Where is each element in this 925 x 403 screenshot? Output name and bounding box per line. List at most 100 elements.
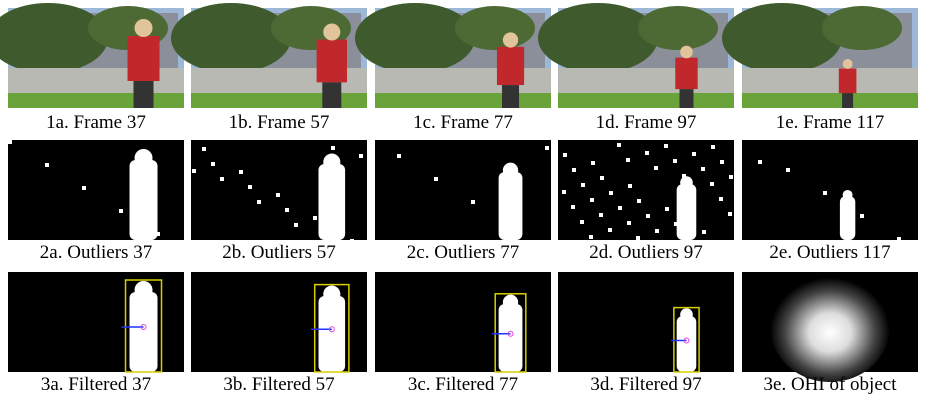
person-head — [842, 59, 853, 69]
trees — [538, 3, 658, 73]
panel-image — [8, 140, 184, 240]
blob-head — [134, 149, 153, 167]
caption: 2a. Outliers 37 — [40, 242, 152, 263]
noise — [248, 185, 252, 189]
noise — [239, 170, 243, 174]
background — [375, 140, 551, 240]
blob — [129, 160, 158, 240]
panel-image — [0, 3, 184, 108]
grass — [742, 93, 918, 108]
panel-image — [375, 140, 551, 240]
noise — [397, 154, 401, 158]
blob — [676, 316, 697, 372]
noise — [710, 182, 714, 186]
noise — [618, 206, 622, 210]
caption: 1e. Frame 117 — [776, 112, 885, 133]
noise — [637, 199, 641, 203]
noise — [359, 154, 363, 158]
panel-image — [558, 272, 734, 373]
trees — [0, 3, 108, 73]
noise — [562, 190, 566, 194]
noise — [897, 237, 901, 241]
ohi-glow — [770, 272, 890, 382]
noise — [758, 160, 762, 164]
person-head — [323, 23, 341, 41]
noise — [285, 208, 289, 212]
caption: 3c. Filtered 77 — [408, 374, 518, 395]
noise — [257, 200, 261, 204]
noise — [664, 144, 668, 148]
noise — [665, 207, 669, 211]
noise — [786, 168, 790, 172]
background — [558, 140, 734, 240]
person-body — [496, 46, 525, 86]
noise — [434, 177, 438, 181]
panel-image — [742, 140, 918, 241]
person-legs — [133, 81, 154, 108]
noise — [628, 184, 632, 188]
noise — [627, 221, 631, 225]
caption: 2b. Outliers 57 — [222, 242, 335, 263]
person-head — [502, 32, 519, 48]
noise — [294, 223, 298, 227]
noise — [636, 236, 640, 240]
noise — [600, 176, 604, 180]
panel-image — [191, 272, 367, 373]
blob-head — [680, 176, 693, 189]
noise — [471, 200, 475, 204]
noise — [313, 216, 317, 220]
trees — [455, 6, 535, 50]
blob — [676, 184, 697, 240]
caption: 1a. Frame 37 — [46, 112, 146, 133]
blob-head — [323, 285, 341, 303]
noise — [674, 222, 678, 226]
noise — [729, 175, 733, 179]
bounding-box — [313, 283, 350, 373]
noise — [192, 169, 196, 173]
noise — [589, 235, 593, 239]
background — [8, 140, 184, 240]
noise — [119, 209, 123, 213]
noise — [683, 237, 687, 241]
grass — [8, 93, 184, 108]
blob-head — [842, 189, 853, 200]
centroid — [683, 337, 690, 344]
blob — [498, 172, 523, 240]
noise — [646, 214, 650, 218]
trees — [822, 6, 902, 50]
noise — [571, 205, 575, 209]
person-body — [316, 39, 347, 83]
blob — [318, 296, 346, 372]
noise — [322, 231, 326, 235]
centroid — [140, 324, 147, 330]
grass — [375, 93, 551, 108]
person-head — [134, 19, 153, 37]
caption: 3b. Filtered 57 — [223, 374, 334, 395]
noise — [211, 162, 215, 166]
blob-head — [680, 308, 693, 321]
noise — [645, 151, 649, 155]
noise — [608, 228, 612, 232]
noise — [599, 213, 603, 217]
panel-image — [538, 3, 734, 108]
blob-head — [134, 281, 153, 299]
person-legs — [322, 82, 342, 108]
centroid — [507, 330, 514, 337]
noise — [692, 152, 696, 156]
noise — [545, 146, 549, 150]
noise — [202, 147, 206, 151]
person-body — [127, 36, 160, 81]
noise — [563, 153, 567, 157]
caption: 1d. Frame 97 — [596, 112, 697, 133]
person-legs — [679, 89, 694, 108]
panel-image — [171, 3, 367, 108]
noise — [654, 166, 658, 170]
noise — [719, 197, 723, 201]
bounding-box — [494, 293, 527, 373]
trees — [722, 3, 842, 73]
noise — [591, 161, 595, 165]
noise — [590, 198, 594, 202]
person-body — [675, 57, 698, 90]
caption: 1c. Frame 77 — [413, 112, 513, 133]
panel-image — [375, 272, 551, 373]
